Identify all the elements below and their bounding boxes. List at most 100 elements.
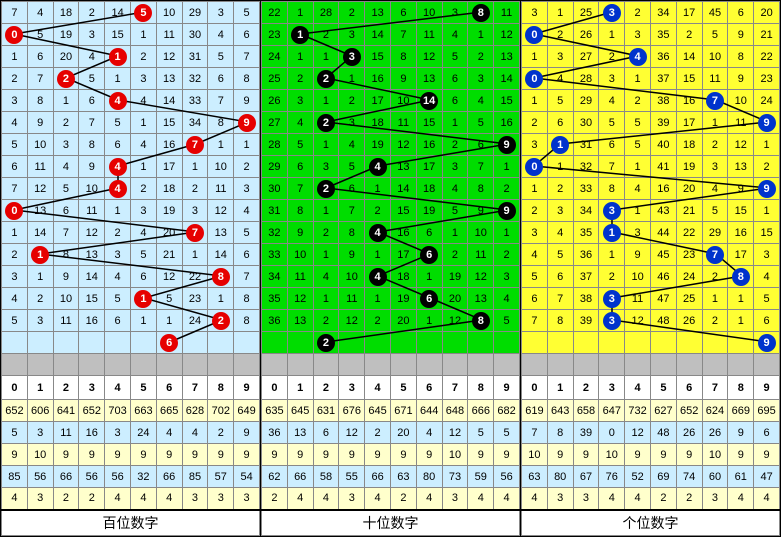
pick-ball: 1 (603, 224, 621, 242)
grid-cell: 4 (468, 90, 494, 112)
header-cell: 7 (182, 376, 208, 400)
grid-cell: 1 (702, 112, 728, 134)
grid-cell: 10 (156, 2, 182, 24)
table-row: 3072611418482 (262, 178, 520, 200)
footer-cell: 6 (313, 422, 339, 444)
grid-cell (234, 332, 260, 354)
grid-cell: 9 (468, 200, 494, 222)
gray-cell (547, 354, 573, 376)
grid-cell: 2 (365, 200, 391, 222)
grid-cell: 20 (156, 222, 182, 244)
gray-row (262, 354, 520, 376)
table-row: 74182145102935 (2, 2, 260, 24)
footer-cell: 20 (390, 422, 416, 444)
title-row: 十位数字 (262, 510, 520, 536)
grid-cell: 15 (728, 200, 754, 222)
grid-cell: 11 (494, 2, 520, 24)
grid-cell: 8 (208, 266, 234, 288)
grid-cell: 26 (262, 90, 288, 112)
pick-ball: 0 (5, 202, 23, 220)
gray-cell (754, 354, 780, 376)
footer-cell: 56 (494, 466, 520, 488)
grid-cell: 35 (573, 222, 599, 244)
pick-ball: 4 (109, 92, 127, 110)
pick-ball: 3 (603, 202, 621, 220)
grid-cell: 10 (390, 90, 416, 112)
grid-cell: 5 (105, 288, 131, 310)
footer-cell: 652 (676, 400, 702, 422)
pick-ball: 6 (160, 334, 178, 352)
grid-cell: 8 (234, 310, 260, 332)
footer-cell: 627 (650, 400, 676, 422)
footer-cell: 63 (390, 466, 416, 488)
footer-cell: 9 (156, 444, 182, 466)
grid-cell: 20 (442, 288, 468, 310)
grid-cell: 1 (728, 310, 754, 332)
grid-cell: 44 (650, 222, 676, 244)
header-cell: 2 (313, 376, 339, 400)
footer-cell: 2 (53, 488, 79, 510)
grid-cell: 1 (313, 46, 339, 68)
grid-cell: 17 (676, 2, 702, 24)
grid-cell: 5 (468, 112, 494, 134)
grid-cell: 38 (650, 90, 676, 112)
footer-cell: 60 (702, 466, 728, 488)
footer-cell: 66 (156, 466, 182, 488)
grid-cell: 2 (547, 24, 573, 46)
footer-cell: 641 (53, 400, 79, 422)
grid-cell: 5 (547, 244, 573, 266)
pick-ball: 0 (5, 26, 23, 44)
footer-cell: 4 (728, 488, 754, 510)
grid-cell: 33 (182, 90, 208, 112)
grid-cell: 34 (650, 2, 676, 24)
table-row: 71251042182113 (2, 178, 260, 200)
header-cell: 4 (105, 376, 131, 400)
grid-cell: 1 (599, 222, 625, 244)
grid-cell: 3 (339, 46, 365, 68)
pick-ball: 1 (31, 246, 49, 264)
grid-cell: 15 (754, 222, 780, 244)
grid-cell: 4 (130, 134, 156, 156)
footer-row: 4322444333 (2, 488, 260, 510)
grid-cell: 12 (287, 288, 313, 310)
grid-cell: 5 (2, 310, 28, 332)
footer-cell: 645 (365, 400, 391, 422)
grid-cell (442, 332, 468, 354)
footer-row: 361361222041255 (262, 422, 520, 444)
grid-cell: 2 (754, 156, 780, 178)
grid-cell: 14 (105, 2, 131, 24)
grid-cell: 2 (442, 244, 468, 266)
grid-cell: 37 (650, 68, 676, 90)
grid-cell: 1 (27, 266, 53, 288)
grid-cell: 5 (130, 2, 156, 24)
grid-cell: 6 (105, 310, 131, 332)
table-row: 01327141193132 (522, 156, 780, 178)
grid-cell: 4 (522, 244, 548, 266)
grid-cell: 9 (287, 222, 313, 244)
footer-cell: 9 (339, 444, 365, 466)
grid-cell: 9 (53, 266, 79, 288)
grid-cell: 3 (442, 156, 468, 178)
header-cell: 3 (79, 376, 105, 400)
pick-ball: 1 (134, 290, 152, 308)
grid-cell: 3 (287, 90, 313, 112)
grid-cell: 11 (728, 112, 754, 134)
grid-cell: 4 (442, 178, 468, 200)
table-row: 33101911762112 (262, 244, 520, 266)
grid-cell: 7 (2, 2, 28, 24)
footer-row: 2443424344 (262, 488, 520, 510)
grid-cell: 3 (522, 2, 548, 24)
footer-row: 652606641652703663665628702649 (2, 400, 260, 422)
grid-cell: 7 (234, 46, 260, 68)
footer-cell: 606 (27, 400, 53, 422)
footer-cell: 11 (53, 422, 79, 444)
grid-cell: 3 (130, 68, 156, 90)
grid-cell: 1 (728, 288, 754, 310)
grid-cell (287, 332, 313, 354)
grid-cell: 1 (442, 112, 468, 134)
grid-cell: 16 (79, 310, 105, 332)
header-cell: 9 (234, 376, 260, 400)
footer-cell: 13 (287, 422, 313, 444)
pick-ball: 4 (109, 158, 127, 176)
grid-cell: 6 (53, 200, 79, 222)
